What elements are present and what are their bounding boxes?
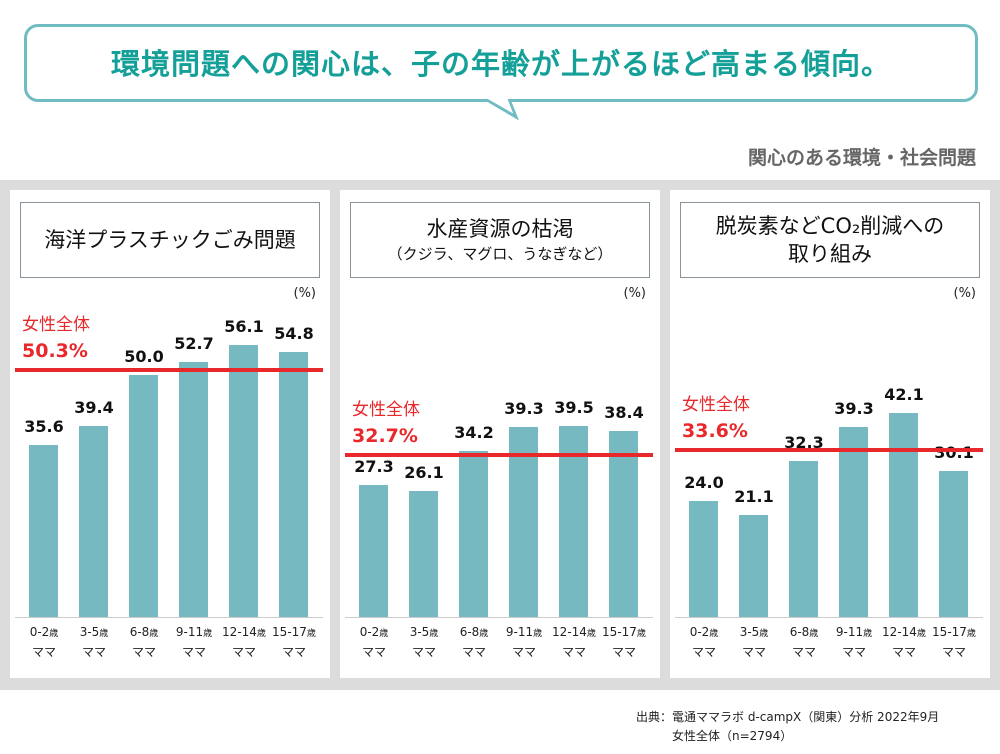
category-label: 15-17歳 ママ xyxy=(932,625,976,659)
bar-value-label: 27.3 xyxy=(354,456,394,476)
average-line xyxy=(15,367,323,372)
category-label: 9-11歳 ママ xyxy=(835,625,873,659)
average-line xyxy=(345,452,653,457)
average-label-text: 女性全体 xyxy=(22,314,90,335)
category-label: 12-14歳 ママ xyxy=(552,625,596,659)
bar xyxy=(509,426,538,617)
chart-title-box: 海洋プラスチックごみ問題 xyxy=(20,202,320,278)
bar xyxy=(359,484,388,617)
category-label: 15-17歳 ママ xyxy=(602,625,646,659)
category-label: 6-8歳 ママ xyxy=(459,625,489,659)
bar xyxy=(939,471,968,617)
average-label: 女性全体 50.3% xyxy=(22,312,90,365)
average-line xyxy=(675,448,983,453)
bar-value-label: 42.1 xyxy=(884,385,924,405)
bar xyxy=(559,425,588,617)
chart-panel: 水産資源の枯渇 （クジラ、マグロ、うなぎなど） (%) 27.3 0-2歳 ママ 26.1 3… xyxy=(340,190,660,678)
chart-title-line: 脱炭素などCO₂削減への xyxy=(715,214,945,238)
category-label: 3-5歳 ママ xyxy=(739,625,769,659)
headline: 環境問題への関心は、子の年齢が上がるほど高まる傾向。 xyxy=(110,47,891,81)
bar xyxy=(409,490,438,617)
chart-title-box: 脱炭素などCO₂削減への 取り組み xyxy=(680,202,980,278)
bar xyxy=(839,426,868,617)
bar-value-label: 52.7 xyxy=(174,333,214,353)
bar xyxy=(739,514,768,617)
category-label: 0-2歳 ママ xyxy=(689,625,719,659)
chart-title-line: 取り組み xyxy=(788,242,872,266)
bar-value-label: 39.3 xyxy=(834,398,874,418)
category-label: 3-5歳 ママ xyxy=(409,625,439,659)
x-axis-line xyxy=(345,617,653,618)
category-label: 0-2歳 ママ xyxy=(29,625,59,659)
average-label: 女性全体 33.6% xyxy=(682,392,750,445)
bar-value-label: 26.1 xyxy=(404,462,444,482)
source-line: 出典：電通ママラボ d-campX（関東）分析 2022年9月 xyxy=(636,710,940,724)
sample-line: 女性全体（n=2794） xyxy=(672,729,793,743)
category-label: 12-14歳 ママ xyxy=(222,625,266,659)
category-label: 9-11歳 ママ xyxy=(175,625,213,659)
bar xyxy=(279,351,308,617)
average-value: 50.3% xyxy=(22,339,88,362)
bar xyxy=(689,500,718,617)
chart-title-line: 水産資源の枯渇 xyxy=(426,217,574,241)
bar xyxy=(889,413,918,617)
bar-value-label: 34.2 xyxy=(454,423,494,443)
bar-value-label: 50.0 xyxy=(124,347,164,366)
chart-panel: 海洋プラスチックごみ問題 (%) 35.6 0-2歳 ママ 39.4 3-5歳 ママ 50.0 6… xyxy=(10,190,330,678)
average-label-text: 女性全体 xyxy=(682,395,750,416)
category-label: 12-14歳 ママ xyxy=(882,625,926,659)
x-axis-line xyxy=(675,617,983,618)
category-label: 9-11歳 ママ xyxy=(505,625,543,659)
speech-bubble: 環境問題への関心は、子の年齢が上がるほど高まる傾向。 xyxy=(24,24,978,102)
average-value: 33.6% xyxy=(682,420,748,443)
average-label-text: 女性全体 xyxy=(352,399,420,420)
category-label: 0-2歳 ママ xyxy=(359,625,389,659)
bar-value-label: 39.3 xyxy=(504,398,544,418)
chart-subtitle: 関心のある環境・社会問題 xyxy=(747,147,976,169)
category-label: 3-5歳 ママ xyxy=(79,625,109,659)
bar xyxy=(609,431,638,617)
category-label: 6-8歳 ママ xyxy=(129,625,159,659)
bar xyxy=(789,460,818,617)
bar xyxy=(29,444,58,617)
bar-value-label: 56.1 xyxy=(224,317,264,337)
average-label: 女性全体 32.7% xyxy=(352,397,420,450)
chart-title-line: 海洋プラスチックごみ問題 xyxy=(44,228,296,252)
category-label: 15-17歳 ママ xyxy=(272,625,316,659)
bar-value-label: 35.6 xyxy=(24,416,64,436)
bar-value-label: 54.8 xyxy=(274,323,314,343)
bar-value-label: 39.4 xyxy=(74,398,114,418)
average-value: 32.7% xyxy=(352,424,418,447)
chart-title-box: 水産資源の枯渇 （クジラ、マグロ、うなぎなど） xyxy=(350,202,650,278)
unit-label: (%) xyxy=(293,286,317,301)
bar-value-label: 24.0 xyxy=(684,472,724,492)
unit-label: (%) xyxy=(953,286,977,301)
source-note: 出典：電通ママラボ d-campX（関東）分析 2022年9月 女性全体（n=2… xyxy=(636,708,939,746)
bar xyxy=(179,361,208,617)
chart-panel: 脱炭素などCO₂削減への 取り組み (%) 24.0 0-2歳 ママ 21.1 3-5歳 ママ 3… xyxy=(670,190,990,678)
chart-title-sub: （クジラ、マグロ、うなぎなど） xyxy=(387,245,613,263)
category-label: 6-8歳 ママ xyxy=(789,625,819,659)
bar xyxy=(459,451,488,617)
bar xyxy=(229,345,258,617)
bar-value-label: 38.4 xyxy=(604,403,644,423)
unit-label: (%) xyxy=(623,286,647,301)
bar xyxy=(129,375,158,617)
bar-value-label: 39.5 xyxy=(554,397,594,417)
x-axis-line xyxy=(15,617,323,618)
bar xyxy=(79,426,108,617)
bar-value-label: 21.1 xyxy=(734,486,774,506)
bar-value-label: 30.1 xyxy=(934,443,974,463)
bar-value-label: 32.3 xyxy=(784,432,824,452)
